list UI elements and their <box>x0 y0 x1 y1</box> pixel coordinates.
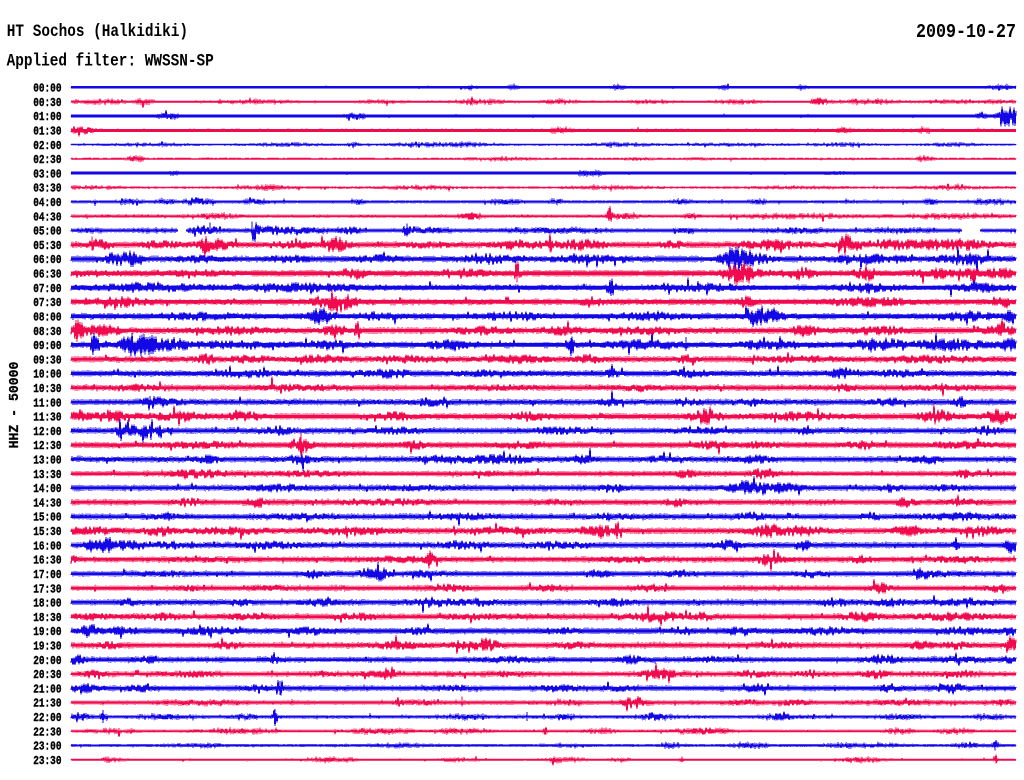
svg-text:17:30: 17:30 <box>33 583 61 596</box>
svg-text:04:00: 04:00 <box>33 197 61 210</box>
svg-text:22:30: 22:30 <box>33 726 61 739</box>
svg-text:06:30: 06:30 <box>33 269 61 282</box>
svg-text:15:30: 15:30 <box>33 526 61 539</box>
svg-text:01:30: 01:30 <box>33 126 61 139</box>
svg-text:HHZ - 50000: HHZ - 50000 <box>8 362 23 449</box>
svg-text:22:00: 22:00 <box>33 712 61 725</box>
svg-text:11:00: 11:00 <box>33 397 61 410</box>
svg-text:03:30: 03:30 <box>33 183 61 196</box>
svg-text:11:30: 11:30 <box>33 412 61 425</box>
svg-text:21:30: 21:30 <box>33 698 61 711</box>
svg-text:03:00: 03:00 <box>33 169 61 182</box>
svg-text:08:00: 08:00 <box>33 312 61 325</box>
svg-text:01:00: 01:00 <box>33 111 61 124</box>
svg-text:10:30: 10:30 <box>33 383 61 396</box>
svg-text:09:00: 09:00 <box>33 340 61 353</box>
svg-text:09:30: 09:30 <box>33 355 61 368</box>
svg-text:02:30: 02:30 <box>33 154 61 167</box>
svg-text:20:30: 20:30 <box>33 669 61 682</box>
svg-text:HT Sochos (Halkidiki): HT Sochos (Halkidiki) <box>7 20 188 41</box>
svg-text:23:30: 23:30 <box>33 755 61 768</box>
svg-text:19:00: 19:00 <box>33 626 61 639</box>
svg-text:18:30: 18:30 <box>33 612 61 625</box>
svg-text:2009-10-27: 2009-10-27 <box>916 22 1016 43</box>
svg-text:19:30: 19:30 <box>33 641 61 654</box>
svg-text:08:30: 08:30 <box>33 326 61 339</box>
svg-text:15:00: 15:00 <box>33 512 61 525</box>
svg-text:07:00: 07:00 <box>33 283 61 296</box>
svg-text:Applied filter: WWSSN-SP: Applied filter: WWSSN-SP <box>7 50 214 71</box>
svg-text:12:00: 12:00 <box>33 426 61 439</box>
svg-text:13:30: 13:30 <box>33 469 61 482</box>
svg-text:02:00: 02:00 <box>33 140 61 153</box>
svg-text:16:30: 16:30 <box>33 555 61 568</box>
svg-text:21:00: 21:00 <box>33 684 61 697</box>
svg-text:17:00: 17:00 <box>33 569 61 582</box>
svg-text:04:30: 04:30 <box>33 211 61 224</box>
svg-text:10:00: 10:00 <box>33 369 61 382</box>
svg-text:07:30: 07:30 <box>33 297 61 310</box>
svg-text:06:00: 06:00 <box>33 254 61 267</box>
svg-text:23:00: 23:00 <box>33 741 61 754</box>
svg-text:05:30: 05:30 <box>33 240 61 253</box>
svg-text:00:00: 00:00 <box>33 83 61 96</box>
svg-text:00:30: 00:30 <box>33 97 61 110</box>
svg-text:20:00: 20:00 <box>33 655 61 668</box>
svg-text:14:30: 14:30 <box>33 498 61 511</box>
svg-text:13:00: 13:00 <box>33 455 61 468</box>
svg-text:05:00: 05:00 <box>33 226 61 239</box>
svg-text:16:00: 16:00 <box>33 540 61 553</box>
svg-text:18:00: 18:00 <box>33 598 61 611</box>
svg-text:12:30: 12:30 <box>33 440 61 453</box>
svg-text:14:00: 14:00 <box>33 483 61 496</box>
